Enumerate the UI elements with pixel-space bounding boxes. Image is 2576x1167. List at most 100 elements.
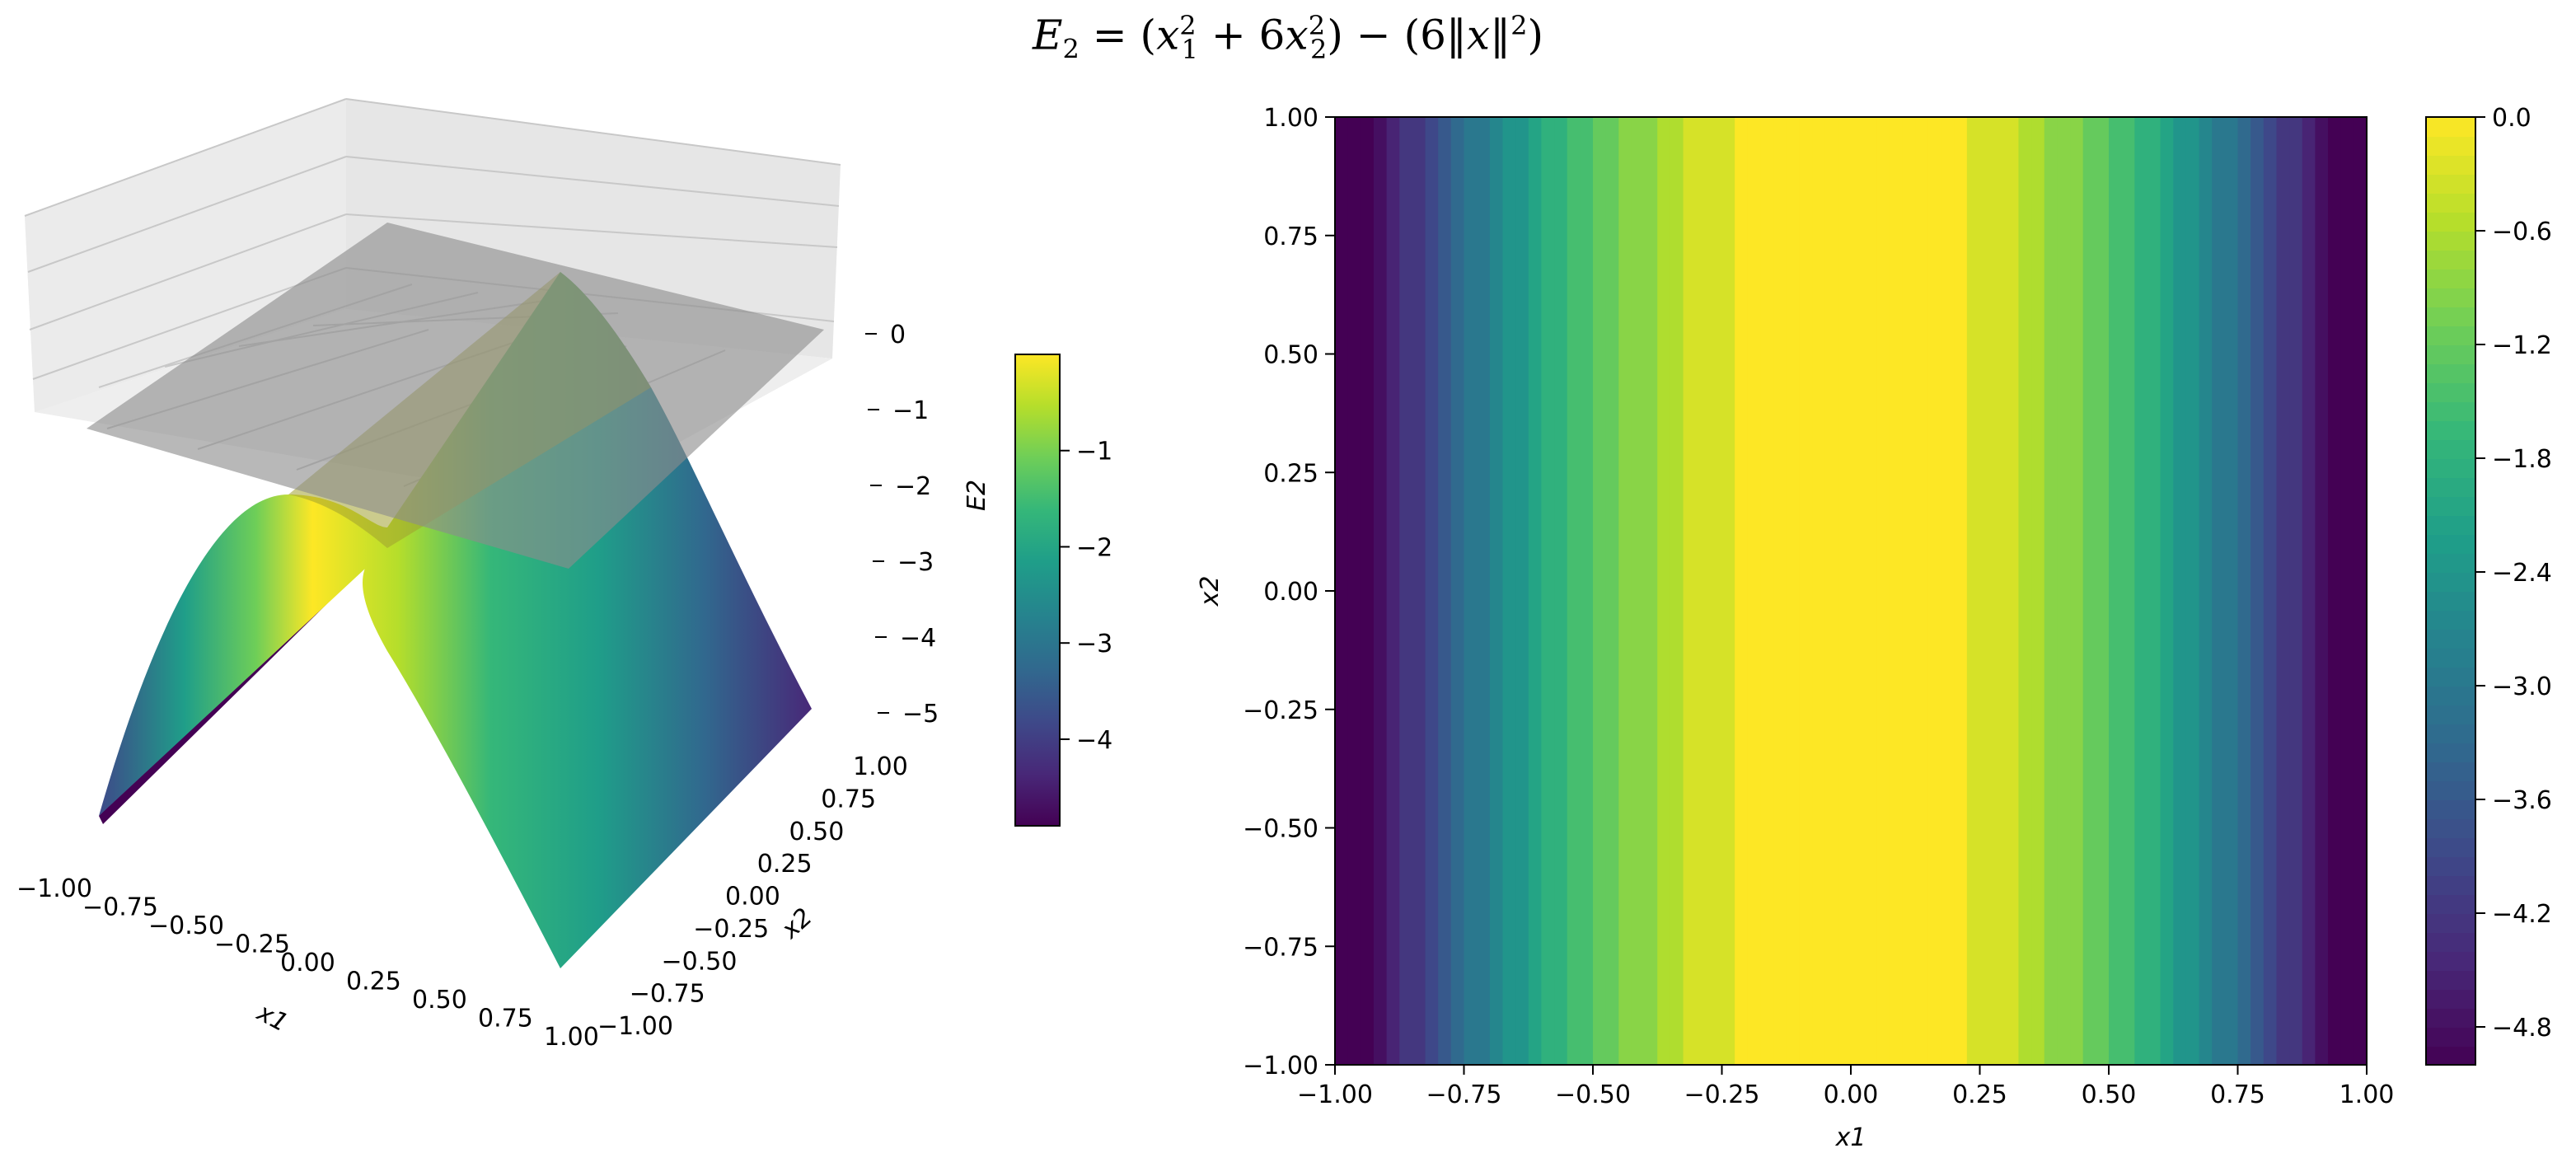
colorbar-swatch [2426,913,2475,933]
heatmap-cell [2328,117,2342,1065]
heatmap-cell [2224,117,2239,1065]
heatmap-cell [1373,117,1388,1065]
colorbar-swatch [2426,762,2475,781]
colorbar-swatch [2426,837,2475,857]
heatmap-cell [1541,117,1556,1065]
heatmap-x-tick-label: 0.75 [2210,1080,2265,1109]
colorbar-swatch [2426,667,2475,687]
heatmap-cell [1670,117,1684,1065]
heatmap-cell [2289,117,2303,1065]
heatmap-cell [2109,117,2123,1065]
heatmap-y-tick-label: 1.00 [1263,104,1318,133]
colorbar-swatch [2426,250,2475,269]
heatmap-cell [1605,117,1620,1065]
heatmap-cell [2263,117,2278,1065]
x2-tick-label: −0.25 [693,915,769,944]
x1-tick-label: 0.75 [478,1005,533,1033]
heatmap-cell [2057,117,2072,1065]
heatmap-cell [1876,117,1890,1065]
z-tick-label: −2 [895,472,931,501]
heatmap-cell [1721,117,1736,1065]
heatmap-cell [2250,117,2265,1065]
heatmap-cell [1889,117,1904,1065]
colorbar-swatch [2426,648,2475,668]
heatmap-cell [1824,117,1839,1065]
heatmap-cell [1915,117,1929,1065]
colorbar-swatch [2426,326,2475,345]
heatmap-colorbar-tick-label: −0.6 [2492,218,2552,246]
heatmap-cells [1335,117,2368,1065]
x1-tick-label: −0.50 [148,912,224,940]
colorbar-swatch [2426,534,2475,554]
heatmap-cell [1927,117,1942,1065]
heatmap-cell [1515,117,1529,1065]
heatmap-cell [1335,117,1349,1065]
heatmap-cell [1708,117,1723,1065]
heatmap-cell [1657,117,1671,1065]
heatmap-cell [1361,117,1375,1065]
heatmap-cell [1954,117,1968,1065]
heatmap-cell [2044,117,2058,1065]
heatmap-cell [1477,117,1491,1065]
heatmap-cell [1786,117,1801,1065]
heatmap-cell [1399,117,1413,1065]
colorbar-swatch [2426,439,2475,459]
heatmap-cell [1489,117,1504,1065]
x1-tick-label: −0.75 [82,893,158,922]
heatmap-cell [2340,117,2355,1065]
z-axis: 0 −1 −2 −3 −4 −5 [865,321,939,729]
heatmap-cell [2354,117,2368,1065]
heatmap-cell [1735,117,1749,1065]
heatmap-x-axis: −1.00 −0.75 −0.50 −0.25 0.00 0.25 0.50 0.75 1.00 [1297,1065,2394,1109]
heatmap-cell [2199,117,2213,1065]
heatmap-cell [2005,117,2020,1065]
plane-z0 [87,223,824,569]
colorbar-swatch [2426,382,2475,402]
heatmap-colorbar-tick-label: −3.6 [2492,786,2552,815]
heatmap-cell [1618,117,1632,1065]
heatmap-cell [1760,117,1775,1065]
x2-tick-label: 0.00 [725,883,780,912]
figure-title: E2 = (x21 + 6x22) − (6‖x‖2) [1033,10,1543,65]
heatmap-colorbar-ticks: 0.0 −0.6 −1.2 −1.8 −2.4 −3.0 −3.6 −4.2 −4.8 [2475,104,2552,1043]
heatmap-cell [2121,117,2136,1065]
heatmap-cell [2082,117,2097,1065]
colorbar-swatch [2426,894,2475,914]
heatmap-cell [2212,117,2226,1065]
colorbar-swatch [2426,307,2475,326]
z-tick-label: −4 [900,624,936,653]
heatmap-colorbar-tick-label: −1.2 [2492,331,2552,360]
heatmap-cell [1696,117,1710,1065]
heatmap-cell [1412,117,1426,1065]
heatmap-cell [1851,117,1865,1065]
heatmap-cell [1631,117,1646,1065]
colorbar-swatch [2426,496,2475,516]
heatmap-cell [1593,117,1607,1065]
heatmap-cell [1902,117,1917,1065]
heatmap-plot: −1.00 −0.75 −0.50 −0.25 0.00 0.25 0.50 0.75 1.00… [1196,104,2552,1152]
heatmap-x-tick-label: −0.25 [1684,1080,1760,1109]
heatmap-cell [1993,117,2007,1065]
x1-axis: −1.00−0.75−0.50−0.250.00 0.25 0.50 0.75 1.00 [16,874,599,1052]
x1-tick-label: 1.00 [544,1023,599,1052]
heatmap-cell [1425,117,1440,1065]
colorbar-tick-label: −1 [1076,438,1112,466]
colorbar-swatch [2426,117,2475,137]
heatmap-cell [2031,117,2045,1065]
heatmap-cell [1438,117,1452,1065]
colorbar-swatch [2426,970,2475,990]
colorbar-swatch [2426,553,2475,573]
heatmap-cell [2185,117,2200,1065]
colorbar-swatch [2426,212,2475,232]
colorbar-swatch [2426,363,2475,383]
colorbar-swatch [2426,155,2475,175]
colorbar-swatch [2426,799,2475,819]
heatmap-cell [1812,117,1826,1065]
surface-colorbar-ticks: −4 −3 −2 −1 [1060,438,1112,755]
x2-tick-label: −1.00 [597,1012,673,1041]
heatmap-colorbar [2426,117,2475,1066]
heatmap-colorbar-tick-label: −3.0 [2492,673,2552,701]
heatmap-cell [2134,117,2148,1065]
x1-tick-label: 0.25 [346,968,401,996]
colorbar-swatch [2426,780,2475,800]
